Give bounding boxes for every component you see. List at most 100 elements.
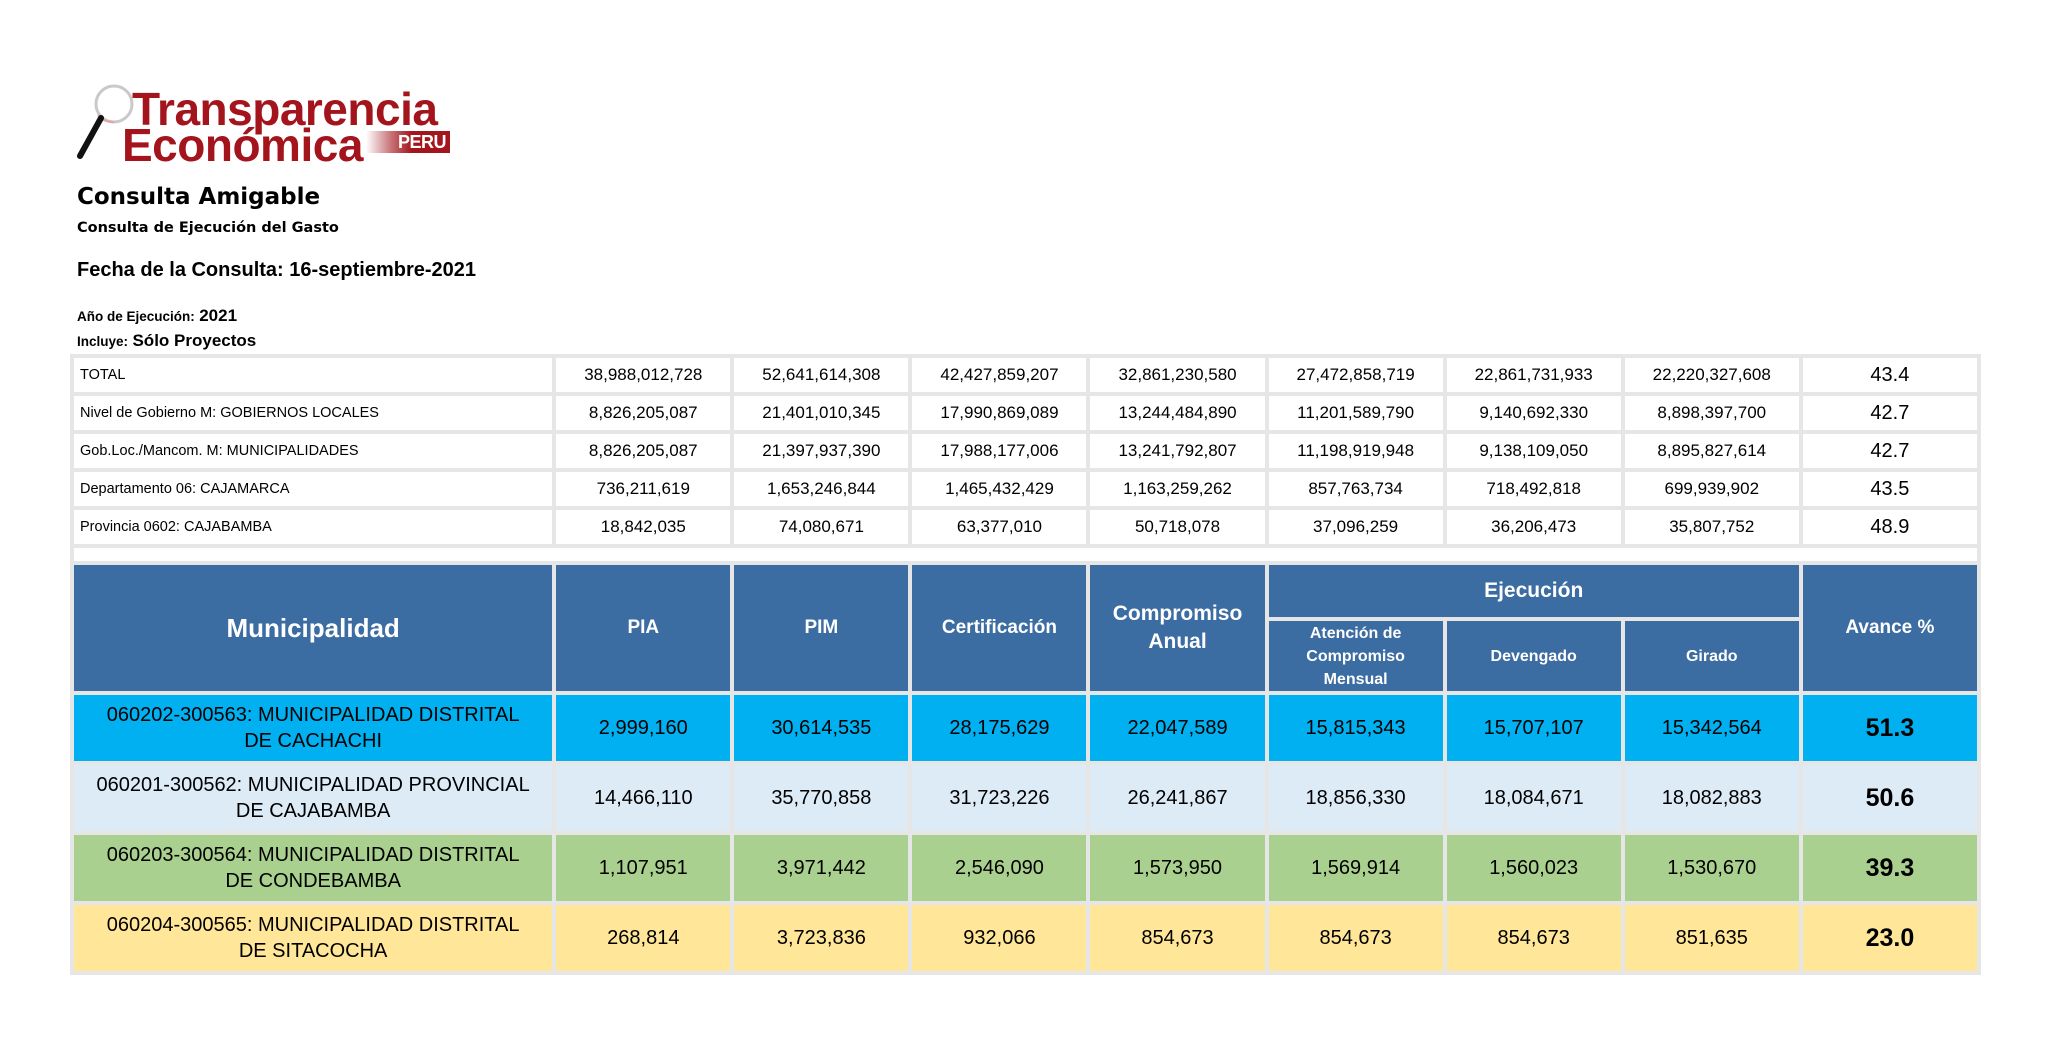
summary-cell: 857,763,734	[1268, 472, 1443, 506]
page-title: Consulta Amigable	[77, 184, 321, 210]
municipality-name: 060202-300563: MUNICIPALIDAD DISTRITAL DE…	[74, 695, 553, 761]
summary-avance: 48.9	[1802, 510, 1977, 544]
includes-label: Incluye:	[77, 334, 129, 349]
cell-devengado: 18,084,671	[1446, 765, 1621, 831]
col-atencion-l3: Mensual	[1323, 670, 1388, 688]
cell-pia: 2,999,160	[556, 695, 731, 761]
cell-devengado: 854,673	[1446, 905, 1621, 971]
cell-girado: 1,530,670	[1624, 835, 1799, 901]
summary-cell: 13,241,792,807	[1090, 434, 1265, 468]
summary-cell: 17,988,177,006	[912, 434, 1087, 468]
summary-cell: 36,206,473	[1446, 510, 1621, 544]
cell-avance: 50.6	[1802, 765, 1977, 831]
municipality-name-l2: DE SITACOCHA	[238, 940, 388, 962]
summary-cell: 8,826,205,087	[556, 434, 731, 468]
cell-compromiso-anual: 22,047,589	[1090, 695, 1265, 761]
col-atencion-l1: Atención de	[1309, 624, 1402, 642]
summary-cell: 74,080,671	[734, 510, 909, 544]
municipality-name-l1: 060201-300562: MUNICIPALIDAD PROVINCIAL	[96, 774, 530, 796]
cell-pim: 3,971,442	[734, 835, 909, 901]
summary-cell: 9,138,109,050	[1446, 434, 1621, 468]
cell-atencion: 854,673	[1268, 905, 1443, 971]
includes: Incluye: Sólo Proyectos	[77, 331, 256, 351]
magnifier-icon	[77, 84, 134, 159]
summary-avance: 42.7	[1802, 396, 1977, 430]
summary-avance: 43.4	[1802, 358, 1977, 392]
cell-compromiso-anual: 26,241,867	[1090, 765, 1265, 831]
summary-cell: 52,641,614,308	[734, 358, 909, 392]
summary-row: TOTAL 38,988,012,728 52,641,614,308 42,4…	[74, 358, 1977, 392]
summary-label: Nivel de Gobierno M: GOBIERNOS LOCALES	[74, 396, 553, 430]
table-row: 060203-300564: MUNICIPALIDAD DISTRITAL DE…	[74, 835, 1977, 901]
summary-cell: 17,990,869,089	[912, 396, 1087, 430]
spacer-cell	[74, 548, 1977, 561]
summary-cell: 21,401,010,345	[734, 396, 909, 430]
summary-cell: 22,861,731,933	[1446, 358, 1621, 392]
summary-row: Departamento 06: CAJAMARCA 736,211,619 1…	[74, 472, 1977, 506]
summary-cell: 1,163,259,262	[1090, 472, 1265, 506]
cell-atencion: 18,856,330	[1268, 765, 1443, 831]
summary-cell: 50,718,078	[1090, 510, 1265, 544]
summary-row: Nivel de Gobierno M: GOBIERNOS LOCALES 8…	[74, 396, 1977, 430]
summary-cell: 13,244,484,890	[1090, 396, 1265, 430]
municipality-name: 060201-300562: MUNICIPALIDAD PROVINCIAL D…	[74, 765, 553, 831]
cell-girado: 851,635	[1624, 905, 1799, 971]
summary-cell: 699,939,902	[1624, 472, 1799, 506]
cell-certificacion: 28,175,629	[912, 695, 1087, 761]
cell-atencion: 15,815,343	[1268, 695, 1443, 761]
summary-cell: 11,198,919,948	[1268, 434, 1443, 468]
cell-certificacion: 932,066	[912, 905, 1087, 971]
cell-pim: 35,770,858	[734, 765, 909, 831]
municipality-name-l1: 060204-300565: MUNICIPALIDAD DISTRITAL	[106, 914, 520, 936]
col-ejecucion: Ejecución	[1268, 565, 1799, 617]
cell-devengado: 1,560,023	[1446, 835, 1621, 901]
summary-label: Departamento 06: CAJAMARCA	[74, 472, 553, 506]
municipality-name: 060204-300565: MUNICIPALIDAD DISTRITAL DE…	[74, 905, 553, 971]
logo: Transparencia Económica PERU	[74, 82, 454, 168]
cell-avance: 51.3	[1802, 695, 1977, 761]
col-girado: Girado	[1624, 621, 1799, 691]
summary-cell: 63,377,010	[912, 510, 1087, 544]
summary-avance: 42.7	[1802, 434, 1977, 468]
query-date: Fecha de la Consulta: 16-septiembre-2021	[77, 259, 477, 281]
cell-devengado: 15,707,107	[1446, 695, 1621, 761]
table-row: 060202-300563: MUNICIPALIDAD DISTRITAL DE…	[74, 695, 1977, 761]
col-municipalidad: Municipalidad	[74, 565, 553, 691]
summary-cell: 22,220,327,608	[1624, 358, 1799, 392]
municipality-name-l1: 060202-300563: MUNICIPALIDAD DISTRITAL	[106, 704, 520, 726]
summary-cell: 8,826,205,087	[556, 396, 731, 430]
col-compromiso-anual-l2: Anual	[1148, 630, 1207, 653]
summary-cell: 8,898,397,700	[1624, 396, 1799, 430]
summary-label: Provincia 0602: CAJABAMBA	[74, 510, 553, 544]
col-atencion-compromiso-mensual: Atención de Compromiso Mensual	[1268, 621, 1443, 691]
execution-year: Año de Ejecución: 2021	[77, 306, 237, 326]
execution-year-value: 2021	[199, 306, 238, 325]
summary-cell: 8,895,827,614	[1624, 434, 1799, 468]
summary-avance: 43.5	[1802, 472, 1977, 506]
header-row: Municipalidad PIA PIM Certificación Comp…	[74, 565, 1977, 691]
summary-row: Provincia 0602: CAJABAMBA 18,842,035 74,…	[74, 510, 1977, 544]
execution-year-label: Año de Ejecución:	[77, 309, 195, 324]
summary-cell: 1,653,246,844	[734, 472, 909, 506]
summary-cell: 18,842,035	[556, 510, 731, 544]
col-compromiso-anual: Compromiso Anual	[1090, 565, 1265, 691]
cell-avance: 39.3	[1802, 835, 1977, 901]
summary-cell: 35,807,752	[1624, 510, 1799, 544]
cell-girado: 18,082,883	[1624, 765, 1799, 831]
summary-cell: 27,472,858,719	[1268, 358, 1443, 392]
cell-certificacion: 2,546,090	[912, 835, 1087, 901]
cell-compromiso-anual: 854,673	[1090, 905, 1265, 971]
cell-pia: 14,466,110	[556, 765, 731, 831]
summary-cell: 38,988,012,728	[556, 358, 731, 392]
municipality-name-l2: DE CONDEBAMBA	[225, 870, 401, 892]
cell-atencion: 1,569,914	[1268, 835, 1443, 901]
col-atencion-l2: Compromiso	[1306, 647, 1405, 665]
municipality-name-l1: 060203-300564: MUNICIPALIDAD DISTRITAL	[106, 844, 520, 866]
summary-label: Gob.Loc./Mancom. M: MUNICIPALIDADES	[74, 434, 553, 468]
col-pia: PIA	[556, 565, 731, 691]
municipality-name-l2: DE CAJABAMBA	[235, 800, 391, 822]
cell-pia: 1,107,951	[556, 835, 731, 901]
report-table: TOTAL 38,988,012,728 52,641,614,308 42,4…	[70, 354, 1981, 975]
cell-girado: 15,342,564	[1624, 695, 1799, 761]
logo-line-1: Transparencia	[132, 83, 438, 135]
